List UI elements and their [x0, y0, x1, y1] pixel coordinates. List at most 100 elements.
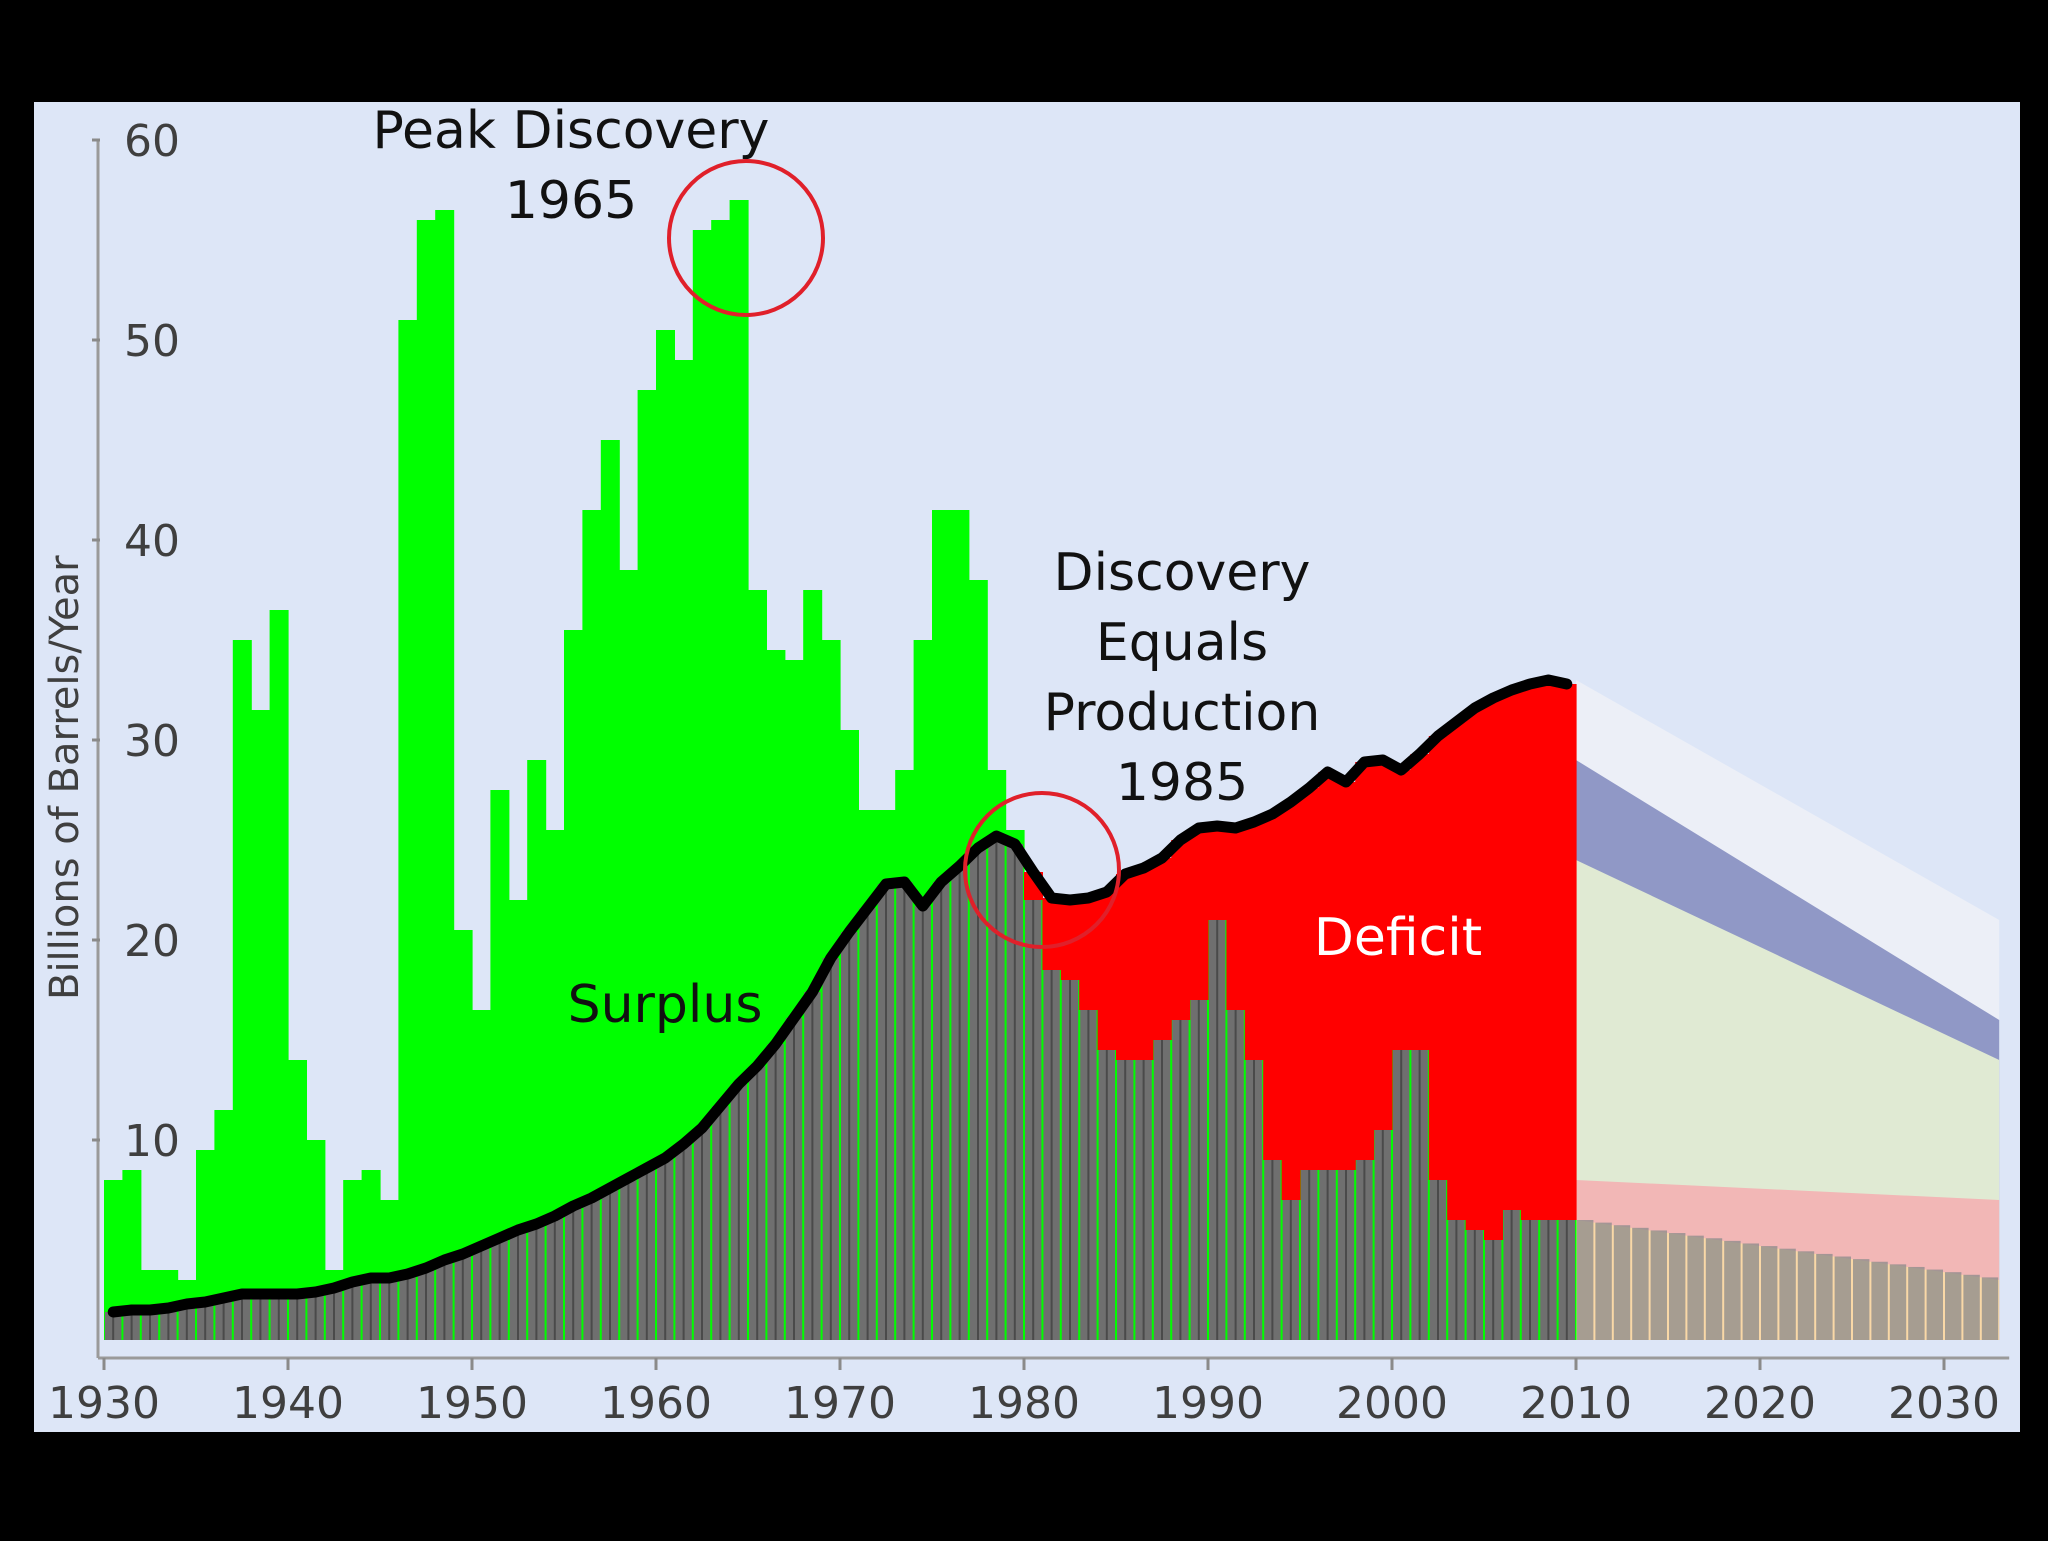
deficit-bar-2006 [1502, 690, 1522, 1210]
discovery-bar-1951 [490, 790, 510, 1340]
x-tick-label-1970: 1970 [784, 1378, 896, 1429]
x-tick-label-2020: 2020 [1704, 1378, 1816, 1429]
discovery-bar-1948 [435, 210, 455, 1340]
production-line-path [107, 674, 1573, 1318]
deficit-area [1024, 680, 1577, 1240]
y-tick-label-20: 20 [124, 916, 180, 967]
forecast-bar-2027 [1889, 1264, 1907, 1340]
peak-discovery-circle [667, 159, 825, 317]
deficit-label: Deficit [1314, 908, 1482, 968]
forecast-bar-2026 [1871, 1261, 1888, 1340]
discovery-bar-1962 [692, 230, 712, 1340]
x-tick-label-1940: 1940 [232, 1378, 344, 1429]
x-tick-label-1930: 1930 [48, 1378, 160, 1429]
discovery-bar-1957 [600, 440, 620, 1340]
discovery-bar-1931 [122, 1170, 142, 1340]
deficit-bar-1981 [1042, 898, 1062, 970]
discovery-bar-1937 [232, 640, 252, 1340]
discovery-bar-1959 [637, 390, 657, 1340]
deficit-bar-2003 [1447, 722, 1467, 1220]
x-tick-label-1950: 1950 [416, 1378, 528, 1429]
forecast-bar-2031 [1963, 1274, 1980, 1340]
deficit-bar-2001 [1410, 754, 1430, 1050]
deficit-bar-2005 [1484, 698, 1503, 1240]
peak-discovery-year: 1965 [505, 171, 637, 231]
x-tick-label-2030: 2030 [1888, 1378, 2000, 1429]
discovery-bar-1936 [214, 1110, 234, 1340]
y-tick-label-10: 10 [124, 1116, 180, 1167]
discovery-bar-1939 [269, 610, 289, 1340]
y-tick-label-50: 50 [124, 316, 180, 367]
forecast-bar-2016 [1687, 1235, 1704, 1340]
forecast-bar-2022 [1797, 1251, 1815, 1340]
crossover-label-line-1: Discovery [1054, 543, 1311, 603]
deficit-bar-1989 [1189, 828, 1209, 1000]
discovery-bar-1940 [288, 1060, 307, 1340]
discovery-bar-1955 [564, 630, 583, 1340]
forecast-bar-2010 [1577, 1220, 1594, 1340]
y-tick-label-30: 30 [124, 716, 180, 767]
forecast-bar-2012 [1613, 1225, 1631, 1340]
forecast-bar-2021 [1779, 1248, 1796, 1340]
peak-discovery-annotation: Peak Discovery 1965 [373, 101, 825, 317]
forecast-bar-2017 [1705, 1238, 1723, 1340]
peak-discovery-label: Peak Discovery [373, 101, 770, 161]
forecast-bar-2013 [1632, 1227, 1649, 1340]
deficit-bar-1990 [1208, 826, 1227, 920]
x-tick-label-2000: 2000 [1336, 1378, 1448, 1429]
discovery-bar-1964 [729, 200, 749, 1340]
crossover-label-line-2: Equals [1096, 613, 1268, 673]
forecast-bar-2029 [1926, 1269, 1943, 1340]
forecast-bar-2025 [1853, 1259, 1870, 1340]
discovery-bar-1938 [251, 710, 271, 1340]
discovery-bar-1935 [196, 1150, 215, 1340]
forecast-bar-2024 [1834, 1256, 1851, 1340]
crossover-label-line-3: Production [1044, 683, 1321, 743]
deficit-bar-2007 [1520, 684, 1540, 1220]
deficit-bar-1994 [1281, 802, 1301, 1200]
discovery-bar-1956 [582, 510, 602, 1340]
y-axis-label: Billions of Barrels/Year [42, 555, 88, 1000]
deficit-bar-1995 [1300, 788, 1319, 1170]
forecast-bar-2030 [1945, 1272, 1962, 1340]
deficit-bar-1996 [1318, 772, 1338, 1170]
deficit-bar-1985 [1116, 874, 1135, 1060]
discovery-bar-1958 [619, 570, 639, 1340]
deficit-bar-1986 [1134, 868, 1154, 1060]
deficit-bar-1987 [1152, 858, 1172, 1040]
deficit-bar-1999 [1373, 760, 1393, 1130]
crossover-circle [963, 791, 1121, 949]
deficit-bar-1998 [1355, 762, 1375, 1160]
surplus-label: Surplus [568, 975, 763, 1035]
deficit-bar-2002 [1428, 736, 1448, 1180]
production-bars [105, 836, 1575, 1340]
x-tick-label-1990: 1990 [1152, 1378, 1264, 1429]
forecast-bar-2032 [1981, 1277, 1999, 1340]
forecast-bar-2014 [1650, 1230, 1667, 1340]
y-tick-label-40: 40 [124, 516, 180, 567]
x-tick-label-1980: 1980 [968, 1378, 1080, 1429]
deficit-bar-2009 [1557, 684, 1577, 1220]
y-tick-label-60: 60 [124, 116, 180, 167]
crossover-year: 1985 [1116, 753, 1248, 813]
deficit-bar-1993 [1263, 814, 1283, 1160]
deficit-bar-1991 [1226, 828, 1246, 1010]
forecast-bar-2028 [1908, 1266, 1925, 1340]
forecast-bands [1576, 680, 2000, 1340]
forecast-bar-2011 [1595, 1222, 1612, 1340]
discovery-bar-1953 [527, 760, 547, 1340]
discovery-bar-1960 [656, 330, 675, 1340]
forecast-bar-2023 [1816, 1253, 1833, 1340]
forecast-bar-2019 [1742, 1243, 1759, 1340]
x-tick-label-1960: 1960 [600, 1378, 712, 1429]
deficit-bar-1983 [1079, 898, 1099, 1010]
deficit-bar-2000 [1392, 770, 1411, 1050]
deficit-bar-1997 [1336, 782, 1356, 1170]
deficit-bar-2008 [1539, 680, 1559, 1220]
production-line [107, 674, 1573, 1318]
x-tick-label-2010: 2010 [1520, 1378, 1632, 1429]
discovery-bar-1963 [711, 220, 731, 1340]
